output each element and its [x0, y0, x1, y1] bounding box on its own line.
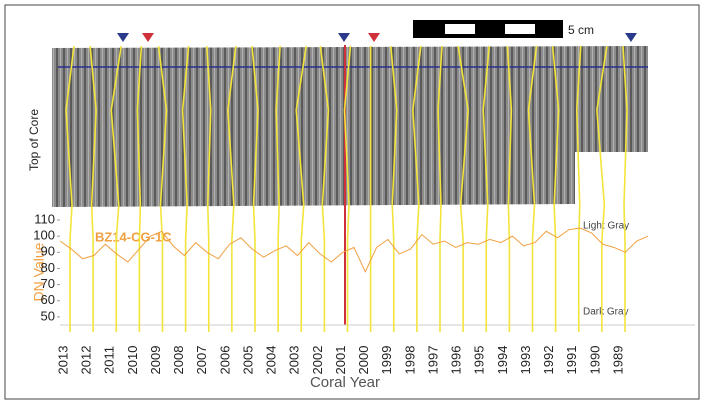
- x-tick-label: 1991: [564, 346, 579, 375]
- x-tick-label: 2009: [148, 346, 163, 375]
- x-tick-label: 2006: [217, 346, 232, 375]
- y-tick-label: 100: [33, 228, 55, 243]
- band-line: [227, 45, 237, 332]
- dark-gray-note: Dark Gray: [583, 307, 629, 318]
- x-tick-label: 2013: [55, 346, 70, 375]
- band-line: [506, 45, 513, 332]
- x-tick-label: 1994: [495, 346, 510, 375]
- x-tick-label: 2001: [333, 346, 348, 375]
- x-tick-label: 2008: [171, 346, 186, 375]
- x-axis-label: Coral Year: [310, 374, 380, 391]
- y-tick-label: 70: [41, 276, 55, 291]
- band-line: [295, 45, 308, 332]
- y-tick-label: 50: [41, 308, 55, 323]
- x-tick-label: 2011: [102, 346, 117, 374]
- x-tick-label: 1996: [449, 346, 464, 375]
- core-label: Top of Core: [27, 109, 41, 171]
- band-line: [482, 45, 491, 332]
- light-gray-note: Light Gray: [583, 221, 629, 232]
- band-line: [65, 45, 75, 332]
- core-image: [52, 46, 648, 207]
- band-line: [157, 45, 168, 332]
- x-tick-label: 2000: [356, 346, 371, 375]
- y-tick-label: 80: [41, 260, 55, 275]
- band-line: [275, 45, 281, 332]
- scale-label: 5 cm: [568, 23, 594, 37]
- y-tick-label: 90: [41, 244, 55, 259]
- band-line: [551, 45, 560, 332]
- band-line: [251, 45, 259, 332]
- sample-label: BZ14-CG-1C: [95, 229, 172, 244]
- band-line: [457, 45, 469, 332]
- x-tick-label: 1989: [610, 346, 625, 375]
- band-line: [389, 45, 398, 332]
- band-line: [205, 45, 212, 332]
- frame: [4, 4, 700, 400]
- x-tick-label: 1993: [518, 346, 533, 375]
- x-tick-label: 2002: [310, 346, 325, 375]
- y-axis-label: DN Value: [31, 242, 47, 301]
- band-line: [527, 45, 538, 332]
- markers: [117, 33, 637, 42]
- band-line: [110, 45, 123, 332]
- y-tick-label: 110: [34, 211, 55, 226]
- x-tick-label: 1995: [472, 346, 487, 375]
- y-tick-label: 60: [41, 292, 55, 307]
- x-tick-label: 2005: [240, 346, 255, 375]
- band-line: [575, 45, 582, 332]
- x-tick-label: 1997: [425, 346, 440, 375]
- band-line: [319, 45, 330, 332]
- band-line: [622, 45, 628, 332]
- x-tick-label: 1992: [541, 346, 556, 375]
- band-line: [343, 45, 352, 332]
- band-line: [412, 45, 422, 332]
- band-line: [437, 45, 443, 332]
- band-line: [136, 45, 143, 332]
- x-tick-label: 1998: [402, 346, 417, 375]
- x-tick-label: 2012: [79, 346, 94, 375]
- dn-line: [59, 227, 649, 273]
- x-tick-label: 2010: [125, 346, 140, 375]
- x-tick-label: 1990: [587, 346, 602, 375]
- x-tick-label: 1999: [379, 346, 394, 375]
- x-tick-label: 2007: [194, 346, 209, 375]
- x-tick-label: 2003: [287, 346, 302, 375]
- band-line: [596, 45, 608, 332]
- x-tick-label: 2004: [264, 346, 279, 375]
- band-line: [181, 45, 190, 332]
- scale-bar: [413, 20, 563, 38]
- band-line: [89, 45, 97, 332]
